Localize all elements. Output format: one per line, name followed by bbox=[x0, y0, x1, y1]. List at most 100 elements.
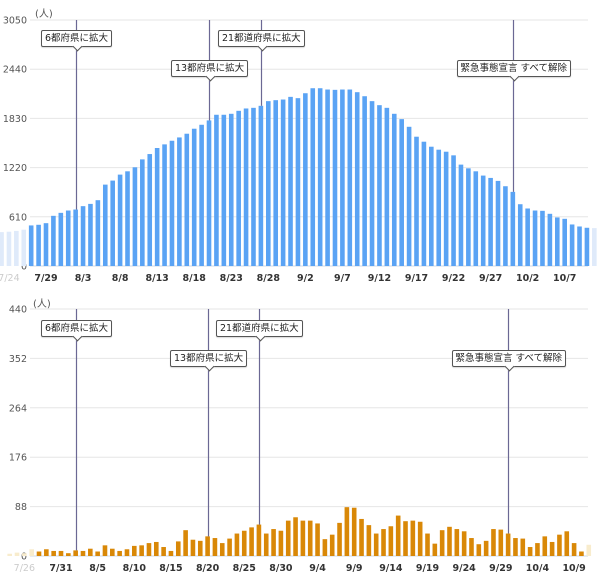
bar-7/27[interactable] bbox=[28, 225, 34, 266]
bar-8/9[interactable] bbox=[125, 171, 130, 266]
bar-8/7[interactable] bbox=[110, 548, 115, 556]
bar-9/14[interactable] bbox=[391, 113, 397, 267]
bar-9/24[interactable] bbox=[466, 168, 471, 266]
bar-8/15[interactable] bbox=[168, 550, 174, 556]
bar-10/8[interactable] bbox=[564, 531, 570, 556]
bar-7/30[interactable] bbox=[51, 550, 56, 556]
bar-9/23[interactable] bbox=[454, 529, 460, 556]
bar-9/25[interactable] bbox=[469, 538, 474, 556]
bar-9/27[interactable] bbox=[488, 177, 493, 266]
bar-9/16[interactable] bbox=[406, 126, 412, 266]
bar-8/2[interactable] bbox=[73, 209, 78, 266]
bar-7/31[interactable] bbox=[58, 212, 64, 266]
bar-8/20[interactable] bbox=[206, 120, 212, 266]
bar-10/5[interactable] bbox=[542, 536, 548, 556]
bar-9/3[interactable] bbox=[307, 520, 313, 556]
bar-9/29[interactable] bbox=[503, 186, 508, 266]
bar-8/25[interactable] bbox=[241, 530, 247, 556]
bar-8/27[interactable] bbox=[256, 524, 262, 556]
bar-9/8[interactable] bbox=[344, 507, 350, 556]
bar-8/3[interactable] bbox=[80, 206, 86, 266]
bar-10/4[interactable] bbox=[540, 210, 545, 266]
bar-7/29[interactable] bbox=[43, 223, 49, 266]
bar-8/23[interactable] bbox=[227, 538, 232, 556]
bar-9/26[interactable] bbox=[480, 175, 486, 266]
bar-9/18[interactable] bbox=[421, 141, 427, 266]
bar-8/25[interactable] bbox=[243, 108, 249, 267]
bar-8/5[interactable] bbox=[95, 200, 101, 266]
bar-8/14[interactable] bbox=[162, 144, 167, 266]
bar-9/22[interactable] bbox=[447, 526, 452, 556]
bar-9/23[interactable] bbox=[458, 164, 464, 266]
bar-7/30[interactable] bbox=[51, 215, 56, 266]
bar-8/12[interactable] bbox=[146, 543, 152, 556]
bar-8/16[interactable] bbox=[175, 541, 181, 556]
bar-8/28[interactable] bbox=[266, 101, 271, 266]
bar-8/21[interactable] bbox=[212, 538, 218, 556]
bar-9/17[interactable] bbox=[414, 136, 419, 266]
bar-8/26[interactable] bbox=[251, 107, 256, 266]
bar-10/7[interactable] bbox=[562, 218, 567, 266]
bar-9/2[interactable] bbox=[303, 93, 308, 266]
bar-9/26[interactable] bbox=[476, 544, 482, 556]
bar-8/10[interactable] bbox=[132, 545, 137, 556]
bar-9/18[interactable] bbox=[417, 521, 423, 556]
bar-7/29[interactable] bbox=[44, 549, 49, 556]
bar-9/9[interactable] bbox=[354, 92, 360, 266]
bar-9/1[interactable] bbox=[293, 517, 298, 556]
bar-8/28[interactable] bbox=[263, 533, 269, 556]
bar-10/5[interactable] bbox=[547, 213, 553, 266]
bar-9/13[interactable] bbox=[381, 529, 386, 556]
bar-9/7[interactable] bbox=[337, 522, 342, 556]
bar-8/8[interactable] bbox=[117, 174, 123, 266]
bar-8/17[interactable] bbox=[184, 133, 190, 266]
bar-9/5[interactable] bbox=[325, 89, 330, 267]
bar-8/15[interactable] bbox=[169, 140, 175, 266]
bar-8/11[interactable] bbox=[140, 159, 145, 266]
bar-9/30[interactable] bbox=[505, 533, 511, 556]
bar-8/18[interactable] bbox=[190, 539, 196, 556]
bar-9/5[interactable] bbox=[322, 539, 328, 556]
bar-8/1[interactable] bbox=[65, 210, 71, 266]
bar-8/4[interactable] bbox=[88, 203, 93, 266]
bar-10/9[interactable] bbox=[577, 226, 582, 266]
bar-9/24[interactable] bbox=[461, 531, 467, 556]
bar-8/7[interactable] bbox=[110, 180, 115, 266]
bar-10/2[interactable] bbox=[525, 208, 530, 266]
bar-9/15[interactable] bbox=[395, 515, 401, 556]
bar-9/13[interactable] bbox=[384, 107, 390, 266]
bar-8/14[interactable] bbox=[161, 547, 166, 556]
bar-8/23[interactable] bbox=[228, 113, 234, 267]
bar-8/20[interactable] bbox=[205, 536, 210, 556]
bar-10/3[interactable] bbox=[527, 547, 533, 556]
bar-10/1[interactable] bbox=[513, 538, 518, 556]
bar-8/27[interactable] bbox=[258, 105, 264, 266]
bar-10/10[interactable] bbox=[584, 227, 590, 266]
bar-8/24[interactable] bbox=[234, 533, 240, 556]
bar-10/8[interactable] bbox=[569, 224, 575, 266]
bar-9/16[interactable] bbox=[403, 521, 408, 556]
bar-9/20[interactable] bbox=[432, 543, 438, 556]
bar-9/14[interactable] bbox=[388, 526, 394, 556]
bar-8/9[interactable] bbox=[124, 549, 130, 556]
bar-9/12[interactable] bbox=[377, 105, 382, 267]
bar-9/20[interactable] bbox=[436, 149, 442, 266]
bar-8/11[interactable] bbox=[139, 545, 144, 556]
bar-8/29[interactable] bbox=[271, 529, 276, 556]
bar-9/25[interactable] bbox=[473, 171, 479, 266]
bar-8/24[interactable] bbox=[236, 110, 241, 266]
bar-8/22[interactable] bbox=[221, 114, 227, 266]
bar-8/6[interactable] bbox=[102, 545, 108, 556]
bar-8/6[interactable] bbox=[102, 184, 108, 266]
bar-8/21[interactable] bbox=[214, 114, 219, 266]
bar-10/6[interactable] bbox=[549, 541, 555, 556]
bar-10/2[interactable] bbox=[520, 538, 526, 556]
bar-10/4[interactable] bbox=[535, 543, 540, 556]
bar-8/17[interactable] bbox=[183, 530, 188, 556]
bar-9/8[interactable] bbox=[347, 89, 353, 267]
bar-8/5[interactable] bbox=[95, 551, 100, 556]
bar-9/15[interactable] bbox=[399, 119, 404, 266]
bar-8/1[interactable] bbox=[66, 553, 71, 556]
bar-7/28[interactable] bbox=[36, 224, 41, 266]
bar-8/18[interactable] bbox=[191, 128, 197, 266]
